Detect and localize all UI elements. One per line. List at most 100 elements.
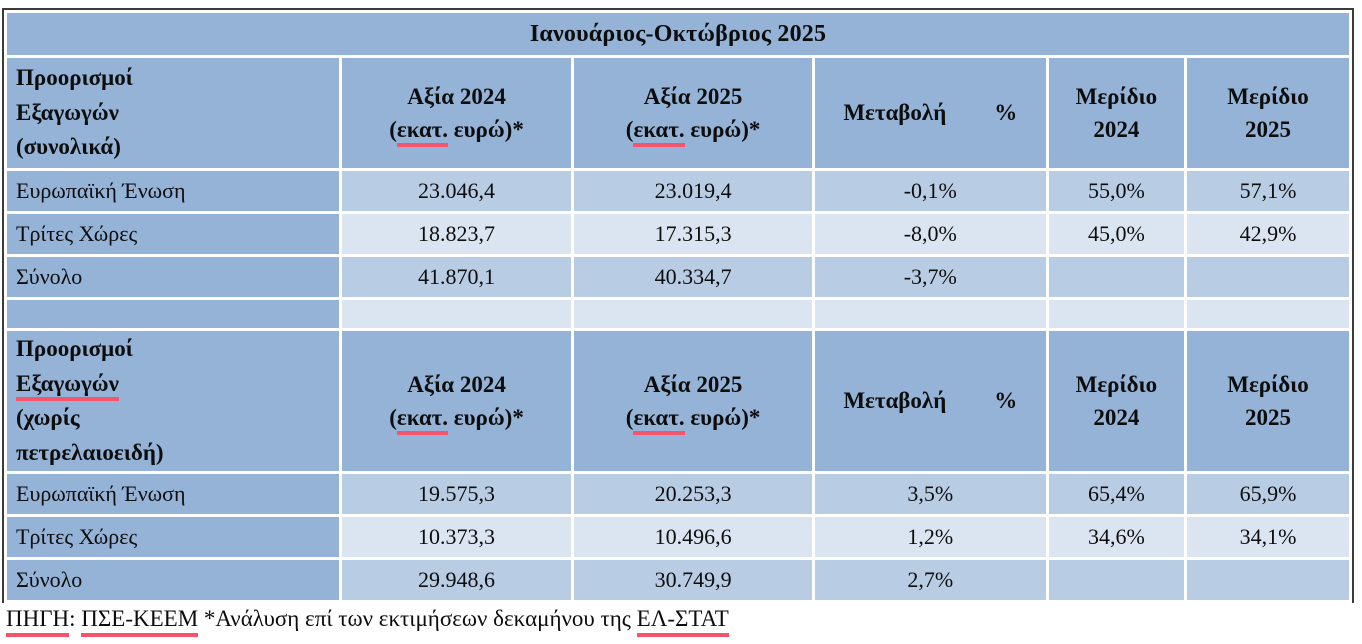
section2-row-header: Προορισμοί Εξαγωγών (χωρίς πετρελαιοειδή…: [7, 331, 339, 471]
value-2025-title: Αξία 2025: [643, 83, 743, 109]
value-2024-title: Αξία 2024: [407, 371, 506, 397]
unit-euro: ευρώ)*: [684, 117, 761, 142]
exports-table: Ιανουάριος-Οκτώβριος 2025 Προορισμοί Εξα…: [2, 8, 1354, 603]
row-label: Τρίτες Χώρες: [7, 214, 339, 254]
column-header-share-2025: Μερίδιο 2025: [1187, 331, 1349, 471]
change-percent-sign: %: [994, 100, 1018, 126]
row-label: Τρίτες Χώρες: [7, 517, 339, 557]
column-header-share-2025: Μερίδιο 2025: [1187, 58, 1349, 168]
value-2024-cell: 23.046,4: [341, 171, 572, 211]
value-2025-cell: 20.253,3: [574, 474, 812, 514]
value-2024-unit: (εκατ. ευρώ)*: [343, 113, 571, 147]
share-2025-cell: 34,1%: [1187, 517, 1349, 557]
unit-euro: ευρώ)*: [684, 405, 761, 430]
change-cell: 1,2%: [814, 517, 1046, 557]
change-header-wrap: Μεταβολή %: [816, 96, 1045, 129]
row-label: Σύνολο: [7, 257, 339, 297]
section2-header-line2: Εξαγωγών: [16, 367, 338, 402]
unit-paren: (: [389, 405, 397, 430]
column-header-value-2024: Αξία 2024 (εκατ. ευρώ)*: [341, 331, 572, 471]
unit-paren: (: [625, 117, 634, 142]
spacer-cell: [1187, 300, 1349, 328]
change-label: Μεταβολή: [843, 388, 947, 414]
share-2025-cell: 42,9%: [1187, 214, 1349, 254]
share-year: 2025: [1245, 117, 1292, 142]
table-title: Ιανουάριος-Οκτώβριος 2025: [7, 13, 1349, 55]
value-2025-cell: 10.496,6: [574, 517, 812, 557]
exports-data-table: Ιανουάριος-Οκτώβριος 2025 Προορισμοί Εξα…: [4, 10, 1352, 603]
section1-header-line2: Εξαγωγών: [16, 99, 119, 125]
change-header-wrap: Μεταβολή %: [816, 384, 1045, 417]
table-row: Σύνολο 41.870,1 40.334,7 -3,7%: [7, 257, 1349, 297]
column-header-change: Μεταβολή %: [814, 331, 1046, 471]
share-2024-cell: [1048, 560, 1185, 600]
value-2024-cell: 29.948,6: [341, 560, 572, 600]
footnote-text: *Ανάλυση επί των εκτιμήσεων δεκαμήνου τη…: [198, 606, 637, 631]
value-2024-cell: 19.575,3: [341, 474, 572, 514]
spacer-cell: [341, 300, 572, 328]
section1-header-line1: Προορισμοί: [16, 65, 133, 91]
unit-ekat-misspelled: εκατ.: [396, 117, 449, 147]
row-label: Ευρωπαϊκή Ένωση: [7, 474, 339, 514]
share-2024-cell: 55,0%: [1048, 171, 1185, 211]
table-row: Ευρωπαϊκή Ένωση 23.046,4 23.019,4 -0,1% …: [7, 171, 1349, 211]
exports-word-misspelled: Εξαγωγών: [16, 370, 119, 401]
value-2024-cell: 18.823,7: [341, 214, 572, 254]
unit-euro: ευρώ)*: [448, 117, 524, 142]
unit-ekat-misspelled: εκατ.: [633, 405, 685, 435]
table-row: Προορισμοί Εξαγωγών (συνολικά) Αξία 2024…: [7, 58, 1349, 168]
spacer-label-cell: [7, 300, 339, 328]
share-2025-cell: [1187, 257, 1349, 297]
change-cell: -0,1%: [814, 171, 1046, 211]
value-2025-cell: 17.315,3: [574, 214, 812, 254]
section2-header-line3: (χωρίς: [16, 405, 80, 430]
share-2024-cell: 65,4%: [1048, 474, 1185, 514]
column-header-share-2024: Μερίδιο 2024: [1048, 58, 1185, 168]
table-row: [7, 300, 1349, 328]
share-year: 2025: [1245, 405, 1292, 430]
change-cell: 2,7%: [814, 560, 1046, 600]
section1-header-line3: (συνολικά): [16, 134, 121, 160]
source-separator: :: [69, 606, 82, 631]
change-cell: -8,0%: [814, 214, 1046, 254]
spacer-cell: [1048, 300, 1185, 328]
change-cell: 3,5%: [814, 474, 1046, 514]
share-word: Μερίδιο: [1075, 83, 1158, 109]
value-2025-unit: (εκατ. ευρώ)*: [575, 401, 811, 435]
source-label-misspelled: ΠΗΓΗ: [6, 606, 70, 637]
share-year: 2024: [1093, 117, 1140, 142]
unit-euro: ευρώ)*: [448, 405, 524, 430]
value-2025-cell: 23.019,4: [574, 171, 812, 211]
value-2024-cell: 10.373,3: [341, 517, 572, 557]
unit-paren: (: [389, 117, 397, 142]
section1-row-header: Προορισμοί Εξαγωγών (συνολικά): [7, 58, 339, 168]
column-header-share-2024: Μερίδιο 2024: [1048, 331, 1185, 471]
share-2024-cell: 34,6%: [1048, 517, 1185, 557]
value-2025-unit: (εκατ. ευρώ)*: [575, 113, 811, 147]
share-2025-cell: 57,1%: [1187, 171, 1349, 211]
share-word: Μερίδιο: [1227, 371, 1309, 397]
table-row: Ευρωπαϊκή Ένωση 19.575,3 20.253,3 3,5% 6…: [7, 474, 1349, 514]
table-row: Τρίτες Χώρες 18.823,7 17.315,3 -8,0% 45,…: [7, 214, 1349, 254]
row-label: Ευρωπαϊκή Ένωση: [7, 171, 339, 211]
column-header-value-2024: Αξία 2024 (εκατ. ευρώ)*: [341, 58, 572, 168]
unit-ekat-misspelled: εκατ.: [396, 405, 449, 435]
share-2025-cell: 65,9%: [1187, 474, 1349, 514]
spacer-cell: [814, 300, 1046, 328]
value-2025-cell: 30.749,9: [574, 560, 812, 600]
value-2025-title: Αξία 2025: [643, 371, 743, 397]
value-2024-cell: 41.870,1: [341, 257, 572, 297]
source-org-misspelled: ΠΣΕ-ΚΕΕΜ: [81, 606, 199, 637]
column-header-change: Μεταβολή %: [814, 58, 1046, 168]
value-2024-title: Αξία 2024: [407, 83, 506, 109]
source-note: ΠΗΓΗ: ΠΣΕ-ΚΕΕΜ *Ανάλυση επί των εκτιμήσε…: [6, 606, 729, 637]
share-2025-cell: [1187, 560, 1349, 600]
share-word: Μερίδιο: [1075, 371, 1158, 397]
share-2024-cell: 45,0%: [1048, 214, 1185, 254]
table-row: Σύνολο 29.948,6 30.749,9 2,7%: [7, 560, 1349, 600]
table-row: Τρίτες Χώρες 10.373,3 10.496,6 1,2% 34,6…: [7, 517, 1349, 557]
share-2024-cell: [1048, 257, 1185, 297]
agency-misspelled: ΕΛ-ΣΤΑΤ: [636, 606, 729, 637]
table-row: Ιανουάριος-Οκτώβριος 2025: [7, 13, 1349, 55]
spacer-cell: [574, 300, 812, 328]
